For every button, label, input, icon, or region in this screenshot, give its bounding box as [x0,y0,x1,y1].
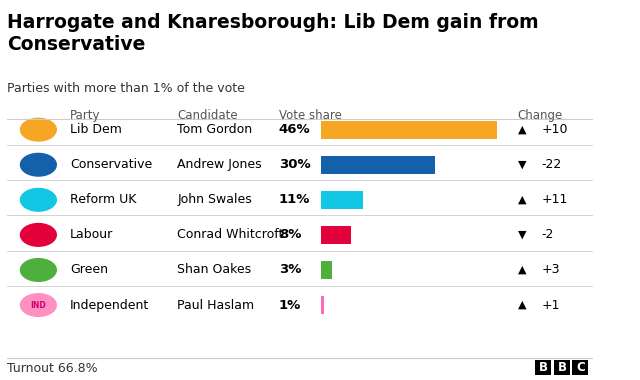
FancyBboxPatch shape [321,296,324,314]
FancyBboxPatch shape [572,360,588,375]
Text: Change: Change [518,109,563,122]
Text: ▲: ▲ [518,300,526,310]
Circle shape [20,188,56,211]
Text: Shan Oakes: Shan Oakes [177,263,252,277]
Text: Conservative: Conservative [70,158,152,171]
Text: +1: +1 [541,299,560,312]
Text: Turnout 66.8%: Turnout 66.8% [7,361,98,375]
Text: 8%: 8% [279,228,301,241]
Circle shape [20,223,56,246]
Text: Lib Dem: Lib Dem [70,123,122,136]
FancyBboxPatch shape [321,156,435,174]
Circle shape [20,118,56,141]
Text: ▲: ▲ [518,125,526,135]
Text: C: C [576,361,585,374]
Text: Paul Haslam: Paul Haslam [177,299,255,312]
Text: Labour: Labour [70,228,113,241]
Text: Candidate: Candidate [177,109,238,122]
Text: 11%: 11% [279,193,310,206]
Text: John Swales: John Swales [177,193,252,206]
Text: +3: +3 [541,263,560,277]
Circle shape [20,259,56,281]
Text: Green: Green [70,263,108,277]
Text: Vote share: Vote share [279,109,342,122]
Text: -22: -22 [541,158,561,171]
Text: B: B [557,361,566,374]
Text: 46%: 46% [279,123,310,136]
Text: Conrad Whitcroft: Conrad Whitcroft [177,228,284,241]
FancyBboxPatch shape [554,360,570,375]
Text: ▼: ▼ [518,230,526,240]
FancyBboxPatch shape [321,261,332,279]
Text: Parties with more than 1% of the vote: Parties with more than 1% of the vote [7,82,245,95]
FancyBboxPatch shape [536,360,552,375]
Text: 3%: 3% [279,263,301,277]
Circle shape [20,294,56,317]
Circle shape [20,154,56,176]
Text: +11: +11 [541,193,568,206]
FancyBboxPatch shape [321,226,351,244]
FancyBboxPatch shape [321,191,363,209]
Text: B: B [539,361,548,374]
Text: 30%: 30% [279,158,310,171]
Text: ▲: ▲ [518,195,526,205]
Text: Tom Gordon: Tom Gordon [177,123,253,136]
Text: Party: Party [70,109,100,122]
Text: -2: -2 [541,228,554,241]
Text: Andrew Jones: Andrew Jones [177,158,262,171]
Text: ▼: ▼ [518,160,526,170]
Text: Reform UK: Reform UK [70,193,136,206]
Text: IND: IND [31,301,46,310]
Text: ▲: ▲ [518,265,526,275]
Text: 1%: 1% [279,299,301,312]
Text: Harrogate and Knaresborough: Lib Dem gain from
Conservative: Harrogate and Knaresborough: Lib Dem gai… [7,13,539,54]
Text: Independent: Independent [70,299,149,312]
Text: +10: +10 [541,123,568,136]
FancyBboxPatch shape [321,120,497,139]
